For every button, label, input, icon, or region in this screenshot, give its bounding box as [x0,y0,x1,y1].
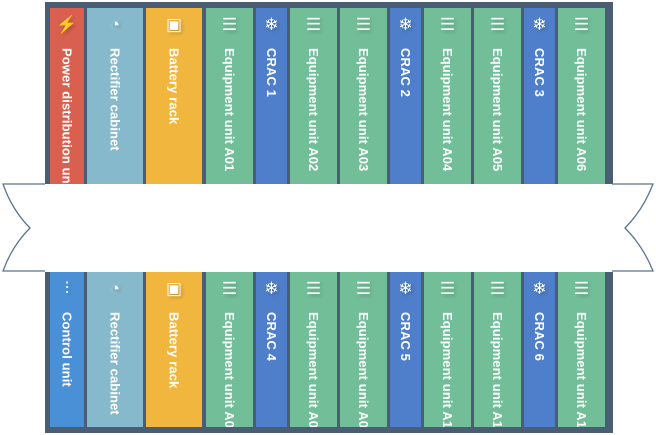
cabinet-equipment[interactable]: ☰ Equipment unit A09 [340,272,387,427]
cabinet-label: Rectifier cabinet [107,48,123,151]
cabinet-crac[interactable]: ❄ CRAC 2 [390,8,421,184]
cabinet-label: Equipment unit A09 [356,312,371,427]
cabinet-label: Equipment unit A04 [440,48,455,172]
database-icon: ☰ [305,279,322,298]
cabinet-equipment[interactable]: ☰ Equipment unit A02 [290,8,337,184]
battery-icon: ▣ [165,279,183,298]
cabinet-equipment[interactable]: ☰ Equipment unit A12 [558,272,605,427]
database-icon: ☰ [439,15,456,34]
gauge-icon: ◔ [109,279,121,298]
cabinet-label: CRAC 4 [264,312,279,361]
cabinet-battery[interactable]: ▣ Battery rack [146,272,202,427]
cabinet-label: Equipment unit A07 [222,312,237,427]
cabinet-label: Power distribution unit [59,48,75,184]
cabinet-crac[interactable]: ❄ CRAC 1 [256,8,287,184]
cabinet-control[interactable]: ⫶ Control unit [50,272,84,427]
cabinet-label: Equipment unit A11 [490,312,505,427]
cabinet-label: CRAC 5 [398,312,413,361]
cabinet-label: CRAC 1 [264,48,279,97]
lightning-icon: ⚡ [56,15,78,34]
cabinet-crac[interactable]: ❄ CRAC 3 [524,8,555,184]
cabinet-rectifier[interactable]: ◔ Rectifier cabinet [87,8,143,184]
cabinet-equipment[interactable]: ☰ Equipment unit A08 [290,272,337,427]
snowflake-icon: ❄ [532,15,547,34]
cabinet-label: Equipment unit A12 [574,312,589,427]
cabinet-battery[interactable]: ▣ Battery rack [146,8,202,184]
snowflake-icon: ❄ [398,279,413,298]
right-door-icon [612,183,654,272]
database-icon: ☰ [573,279,590,298]
database-icon: ☰ [355,15,372,34]
cabinet-equipment[interactable]: ☰ Equipment unit A10 [424,272,471,427]
database-icon: ☰ [221,15,238,34]
cabinet-label: Equipment unit A10 [440,312,455,427]
cabinet-equipment[interactable]: ☰ Equipment unit A04 [424,8,471,184]
gauge-icon: ◔ [109,15,121,34]
cabinet-label: Equipment unit A06 [574,48,589,172]
cabinet-equipment[interactable]: ☰ Equipment unit A06 [558,8,605,184]
cabinet-rectifier[interactable]: ◔ Rectifier cabinet [87,272,143,427]
cabinet-equipment[interactable]: ☰ Equipment unit A03 [340,8,387,184]
cabinet-label: Battery rack [166,48,182,125]
cabinet-equipment[interactable]: ☰ Equipment unit A11 [474,272,521,427]
database-icon: ☰ [221,279,238,298]
cabinet-label: Control unit [59,312,75,387]
cabinet-label: CRAC 6 [532,312,547,361]
snowflake-icon: ❄ [532,279,547,298]
snowflake-icon: ❄ [264,279,279,298]
database-icon: ☰ [355,279,372,298]
cabinet-crac[interactable]: ❄ CRAC 6 [524,272,555,427]
battery-icon: ▣ [165,15,183,34]
cabinet-label: Equipment unit A03 [356,48,371,172]
database-icon: ☰ [573,15,590,34]
cabinet-power[interactable]: ⚡ Power distribution unit [50,8,84,184]
database-icon: ☰ [305,15,322,34]
left-door-icon [2,183,45,272]
sliders-icon: ⫶ [64,279,70,298]
cabinet-crac[interactable]: ❄ CRAC 4 [256,272,287,427]
cabinet-label: CRAC 2 [398,48,413,97]
cabinet-equipment[interactable]: ☰ Equipment unit A01 [206,8,253,184]
database-icon: ☰ [439,279,456,298]
database-icon: ☰ [489,15,506,34]
cabinet-label: Equipment unit A05 [490,48,505,172]
cabinet-equipment[interactable]: ☰ Equipment unit A07 [206,272,253,427]
snowflake-icon: ❄ [264,15,279,34]
cabinet-label: CRAC 3 [532,48,547,97]
cabinet-label: Battery rack [166,312,182,389]
cabinet-crac[interactable]: ❄ CRAC 5 [390,272,421,427]
cabinet-label: Rectifier cabinet [107,312,123,415]
snowflake-icon: ❄ [398,15,413,34]
cabinet-label: Equipment unit A08 [306,312,321,427]
cabinet-label: Equipment unit A01 [222,48,237,172]
database-icon: ☰ [489,279,506,298]
cabinet-equipment[interactable]: ☰ Equipment unit A05 [474,8,521,184]
cabinet-label: Equipment unit A02 [306,48,321,172]
